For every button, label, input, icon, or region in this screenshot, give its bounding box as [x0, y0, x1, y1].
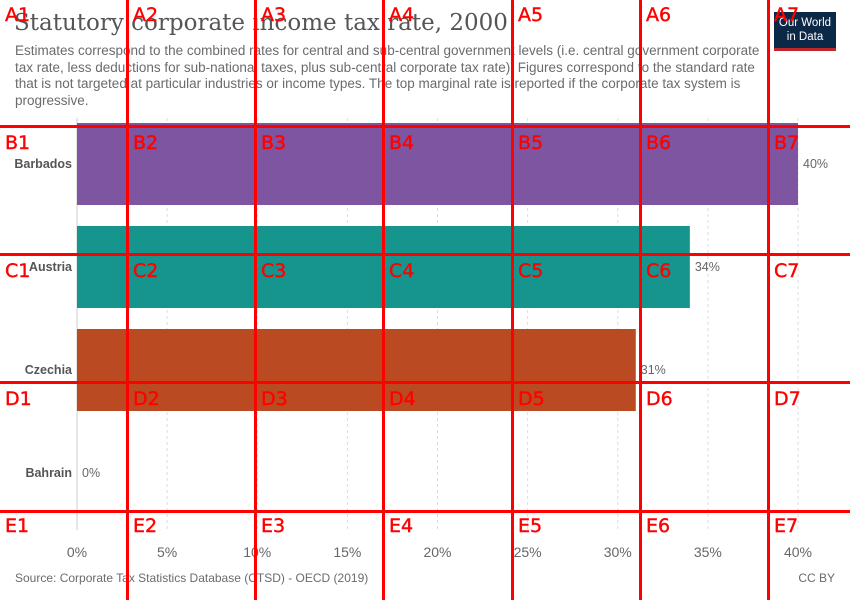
- bar: [77, 123, 798, 205]
- x-tick-label: 15%: [333, 544, 361, 560]
- source-note[interactable]: Source: Corporate Tax Statistics Databas…: [15, 571, 369, 585]
- chart-subtitle: Estimates correspond to the combined rat…: [15, 43, 760, 108]
- value-label: 40%: [803, 157, 828, 171]
- chart-title: Statutory corporate income tax rate, 200…: [14, 10, 508, 36]
- license-note[interactable]: CC BY: [798, 571, 835, 585]
- value-label: 0%: [82, 466, 100, 480]
- x-tick-label: 35%: [694, 544, 722, 560]
- x-tick-label: 0%: [67, 544, 87, 560]
- x-tick-label: 20%: [423, 544, 451, 560]
- logo-line-1: Our World: [778, 17, 832, 29]
- category-label: Bahrain: [25, 466, 72, 480]
- value-label: 31%: [641, 363, 666, 377]
- bar: [77, 329, 636, 411]
- bar: [77, 226, 690, 308]
- owid-logo[interactable]: Our World in Data: [774, 12, 836, 51]
- x-tick-label: 10%: [243, 544, 271, 560]
- category-label: Austria: [29, 260, 73, 274]
- category-label: Czechia: [25, 363, 73, 377]
- x-tick-label: 30%: [604, 544, 632, 560]
- x-tick-label: 25%: [514, 544, 542, 560]
- value-label: 34%: [695, 260, 720, 274]
- x-tick-label: 40%: [784, 544, 812, 560]
- x-tick-label: 5%: [157, 544, 177, 560]
- logo-line-2: in Data: [786, 31, 824, 43]
- category-label: Barbados: [14, 157, 72, 171]
